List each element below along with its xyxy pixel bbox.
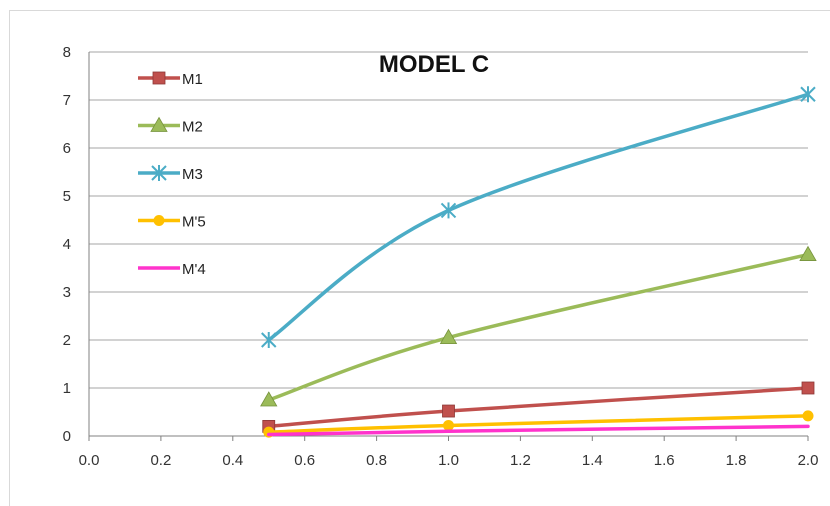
data-point	[440, 202, 457, 219]
series-line	[267, 414, 810, 434]
series-M3	[261, 86, 816, 348]
series-group	[260, 86, 817, 438]
y-tick-label: 5	[63, 188, 71, 205]
x-tick-label: 0.8	[366, 452, 387, 469]
legend-marker	[151, 165, 167, 181]
x-tick-label: 1.2	[510, 452, 531, 469]
legend-item: M3	[138, 165, 203, 183]
legend-label: M'5	[182, 214, 206, 231]
chart-frame	[9, 10, 830, 506]
data-point	[799, 245, 817, 261]
y-tick-label: 7	[63, 92, 71, 109]
y-tick-label: 8	[63, 44, 71, 61]
legend-label: M3	[182, 166, 203, 183]
legend-label: M'4	[182, 261, 206, 278]
x-tick-label: 1.6	[654, 452, 675, 469]
legend-label: M2	[182, 119, 203, 136]
data-point	[439, 328, 458, 345]
legend-marker	[153, 215, 165, 226]
y-tick-label: 0	[63, 428, 71, 445]
legend-item: M2	[138, 116, 203, 136]
data-point	[802, 410, 814, 422]
series-line	[267, 252, 810, 402]
x-tick-label: 1.4	[582, 452, 603, 469]
data-point	[442, 404, 455, 418]
x-tick-label: 2.0	[798, 452, 819, 469]
y-tick-label: 6	[63, 140, 71, 157]
series-line	[267, 92, 810, 342]
legend-label: M1	[182, 71, 203, 88]
legend-marker	[150, 116, 168, 132]
legend-item: M'4	[138, 261, 206, 278]
chart-title: MODEL C	[379, 51, 489, 78]
y-tick-label: 1	[63, 380, 71, 397]
legend-item: M1	[138, 71, 203, 88]
x-tick-label: 0.6	[294, 452, 315, 469]
x-tick-label: 1.0	[438, 452, 459, 469]
legend-marker	[152, 71, 166, 85]
y-tick-label: 3	[63, 284, 71, 301]
series-M'4	[267, 424, 810, 437]
y-tick-label: 4	[63, 236, 71, 253]
data-point	[443, 419, 454, 431]
y-tick-label: 2	[63, 332, 71, 349]
data-point	[801, 381, 815, 395]
legend-item: M'5	[138, 214, 206, 231]
data-point	[260, 391, 278, 407]
x-tick-label: 0.4	[222, 452, 243, 469]
x-tick-label: 1.8	[726, 452, 747, 469]
series-M1	[262, 381, 815, 433]
series-line	[267, 424, 810, 437]
x-tick-label: 0.2	[150, 452, 171, 469]
x-tick-label: 0.0	[79, 452, 100, 469]
series-line	[267, 386, 810, 429]
series-M2	[260, 245, 817, 407]
legend: M1 M2 M3 M'5 M'4	[138, 71, 206, 278]
data-point	[261, 332, 277, 348]
axes: 0 1 2 3 4 5 6 7 8 0.0 0.2 0.4 0.6 0.8 1.0 1.2 1.4 1.6 1.8 2…	[63, 44, 819, 469]
data-point	[800, 86, 816, 103]
